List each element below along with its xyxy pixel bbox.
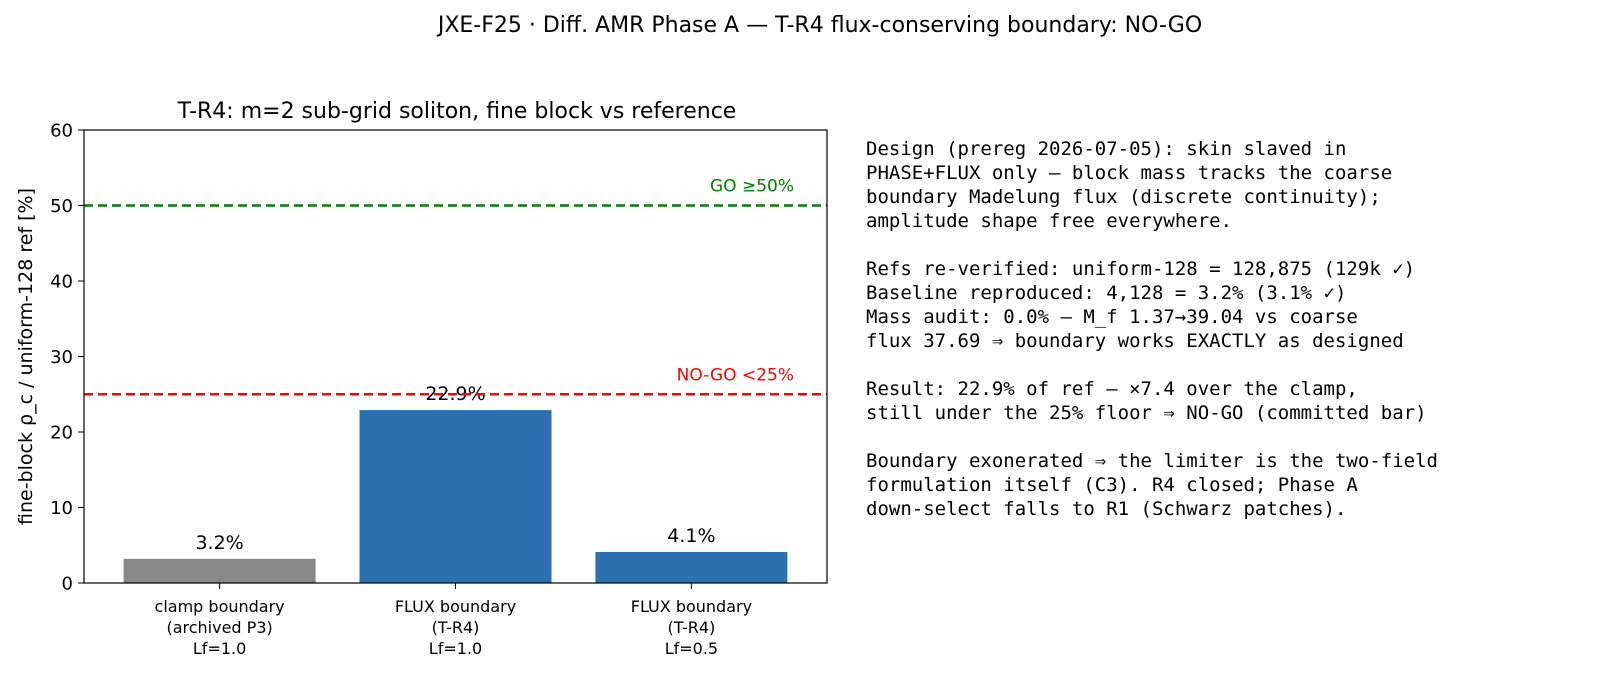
notes-line: still under the 25% floor ⇒ NO-GO (commi…	[866, 402, 1427, 424]
y-tick-label-2: 10	[50, 498, 73, 519]
chart-title: T-R4: m=2 sub-grid soliton, fine block v…	[177, 99, 737, 124]
bar-3	[595, 552, 788, 583]
notes-line: boundary Madelung flux (discrete continu…	[866, 186, 1381, 208]
x-tick-label-3-line-2: (T-R4)	[667, 618, 715, 637]
y-tick-label-1: 0	[62, 574, 73, 595]
x-tick-label-3-line-3: Lf=0.5	[665, 639, 718, 658]
notes-paragraph-2: Refs re-verified: uniform-128 = 128,875 …	[866, 257, 1586, 353]
notes-line: down-select falls to R1 (Schwarz patches…	[866, 498, 1347, 520]
notes-line: Design (prereg 2026-07-05): skin slaved …	[866, 138, 1347, 160]
reference-line-label-1: GO ≥50%	[710, 177, 794, 197]
y-tick-label-4: 30	[50, 347, 73, 368]
x-tick-label-3-line-1: FLUX boundary	[631, 597, 752, 616]
side-notes: Design (prereg 2026-07-05): skin slaved …	[866, 137, 1586, 545]
notes-paragraph-4: Boundary exonerated ⇒ the limiter is the…	[866, 449, 1586, 521]
x-tick-label-2-line-1: FLUX boundary	[395, 597, 516, 616]
x-tick-label-1-line-3: Lf=1.0	[193, 639, 246, 658]
notes-line: Mass audit: 0.0% — M_f 1.37→39.04 vs coa…	[866, 306, 1358, 328]
notes-line: PHASE+FLUX only — block mass tracks the …	[866, 162, 1393, 184]
bar-1	[123, 558, 316, 583]
notes-line: Boundary exonerated ⇒ the limiter is the…	[866, 450, 1438, 472]
figure-suptitle: JXE-F25 · Diff. AMR Phase A — T-R4 flux-…	[436, 13, 1202, 38]
y-tick-label-3: 20	[50, 423, 73, 444]
bar-value-label-1: 3.2%	[195, 532, 243, 554]
notes-paragraph-3: Result: 22.9% of ref — ×7.4 over the cla…	[866, 377, 1586, 425]
bar-value-label-3: 4.1%	[667, 525, 715, 547]
notes-line: Result: 22.9% of ref — ×7.4 over the cla…	[866, 378, 1358, 400]
notes-line: Refs re-verified: uniform-128 = 128,875 …	[866, 258, 1416, 280]
x-tick-label-1-line-2: (archived P3)	[166, 618, 272, 637]
y-axis-label: fine-block ρ_c / uniform-128 ref [%]	[15, 188, 37, 525]
notes-line: Baseline reproduced: 4,128 = 3.2% (3.1% …	[866, 282, 1347, 304]
x-tick-label-2-line-3: Lf=1.0	[429, 639, 482, 658]
notes-line: amplitude shape free everywhere.	[866, 210, 1233, 232]
y-tick-label-7: 60	[50, 121, 73, 142]
reference-line-label-2: NO-GO <25%	[677, 365, 794, 385]
plot-area: 3.2%clamp boundary(archived P3)Lf=1.022.…	[15, 121, 828, 658]
notes-line: formulation itself (C3). R4 closed; Phas…	[866, 474, 1358, 496]
notes-paragraph-1: Design (prereg 2026-07-05): skin slaved …	[866, 137, 1586, 233]
notes-line: flux 37.69 ⇒ boundary works EXACTLY as d…	[866, 330, 1404, 352]
y-tick-label-5: 40	[50, 272, 73, 293]
x-tick-label-2-line-2: (T-R4)	[432, 618, 480, 637]
bar-2	[359, 410, 552, 583]
x-tick-label-1-line-1: clamp boundary	[155, 597, 285, 616]
y-tick-label-6: 50	[50, 196, 73, 217]
